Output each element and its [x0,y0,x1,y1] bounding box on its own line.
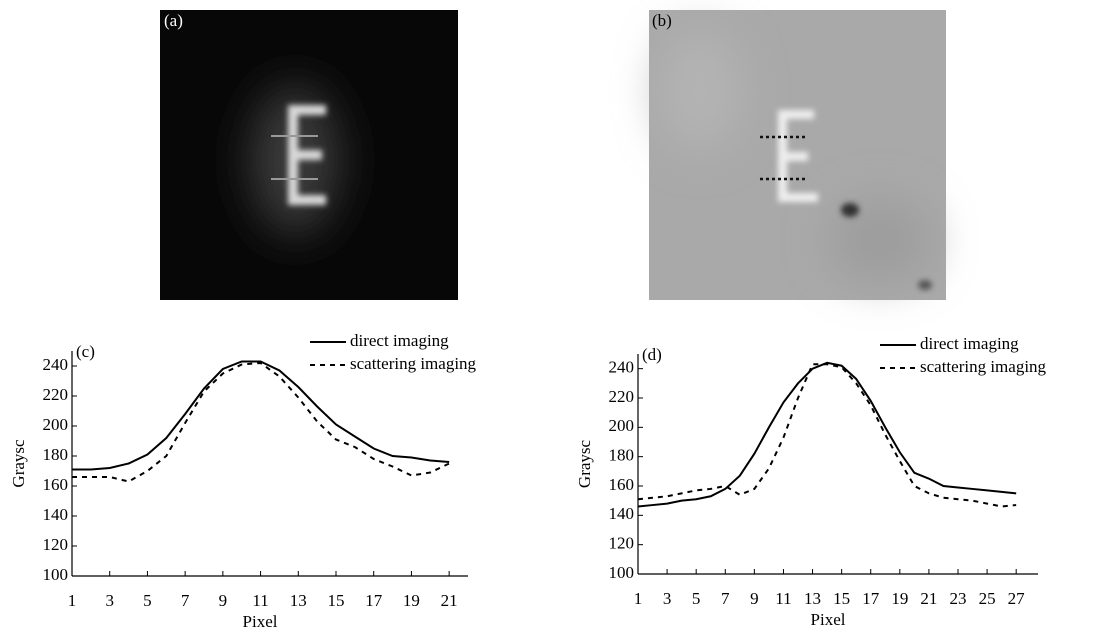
y-tick-label: 160 [43,475,69,494]
legend-label: direct imaging [920,334,1019,353]
x-tick-label: 19 [403,591,420,610]
data-line [637,361,1017,508]
x-tick-label: 17 [862,589,880,608]
x-tick-label: 5 [143,591,152,610]
y-axis-label: Graysc [575,439,594,488]
y-tick-label: 180 [609,446,635,465]
image-a: (a) [160,10,458,300]
y-tick-label: 200 [609,416,635,435]
legend-label: scattering imaging [350,354,477,373]
y-tick-label: 220 [43,385,69,404]
y-tick-label: 240 [43,355,69,374]
image-b: (b) [649,10,946,300]
x-tick-label: 13 [804,589,821,608]
x-tick-label: 15 [833,589,850,608]
y-tick-label: 120 [43,535,69,554]
x-tick-label: 23 [950,589,967,608]
y-tick-label: 140 [609,504,635,523]
x-tick-label: 11 [252,591,268,610]
panel-label: (a) [164,11,183,30]
x-tick-label: 21 [920,589,937,608]
x-tick-label: 1 [68,591,77,610]
annotation: (c) [76,342,95,361]
legend-label: scattering imaging [920,357,1047,376]
x-tick-label: 7 [181,591,190,610]
y-tick-label: 160 [609,475,635,494]
x-tick-label: 21 [441,591,458,610]
x-tick-label: 5 [692,589,701,608]
x-tick-label: 7 [721,589,730,608]
data-line [72,360,450,471]
legend-label: direct imaging [350,331,449,350]
x-tick-label: 11 [775,589,791,608]
y-tick-label: 100 [43,565,69,584]
x-tick-label: 17 [365,591,383,610]
data-line [637,363,1017,508]
y-axis-label: Graysc [9,439,28,488]
x-tick-label: 1 [634,589,643,608]
x-tick-label: 3 [105,591,114,610]
y-tick-label: 140 [43,505,69,524]
x-tick-label: 19 [891,589,908,608]
x-tick-label: 3 [663,589,672,608]
y-tick-label: 220 [609,387,635,406]
data-line [72,361,450,483]
y-tick-label: 100 [609,563,635,582]
x-tick-label: 15 [328,591,345,610]
x-tick-label: 9 [219,591,228,610]
y-tick-label: 240 [609,358,635,377]
y-tick-label: 120 [609,534,635,553]
x-axis-label: Pixel [811,610,846,629]
x-tick-label: 9 [750,589,759,608]
x-tick-label: 27 [1008,589,1026,608]
x-axis-label: Pixel [243,612,278,631]
x-tick-label: 25 [979,589,996,608]
panel-label: (b) [652,11,672,30]
y-tick-label: 180 [43,445,69,464]
annotation: (d) [642,345,662,364]
x-tick-label: 13 [290,591,307,610]
y-tick-label: 200 [43,415,69,434]
